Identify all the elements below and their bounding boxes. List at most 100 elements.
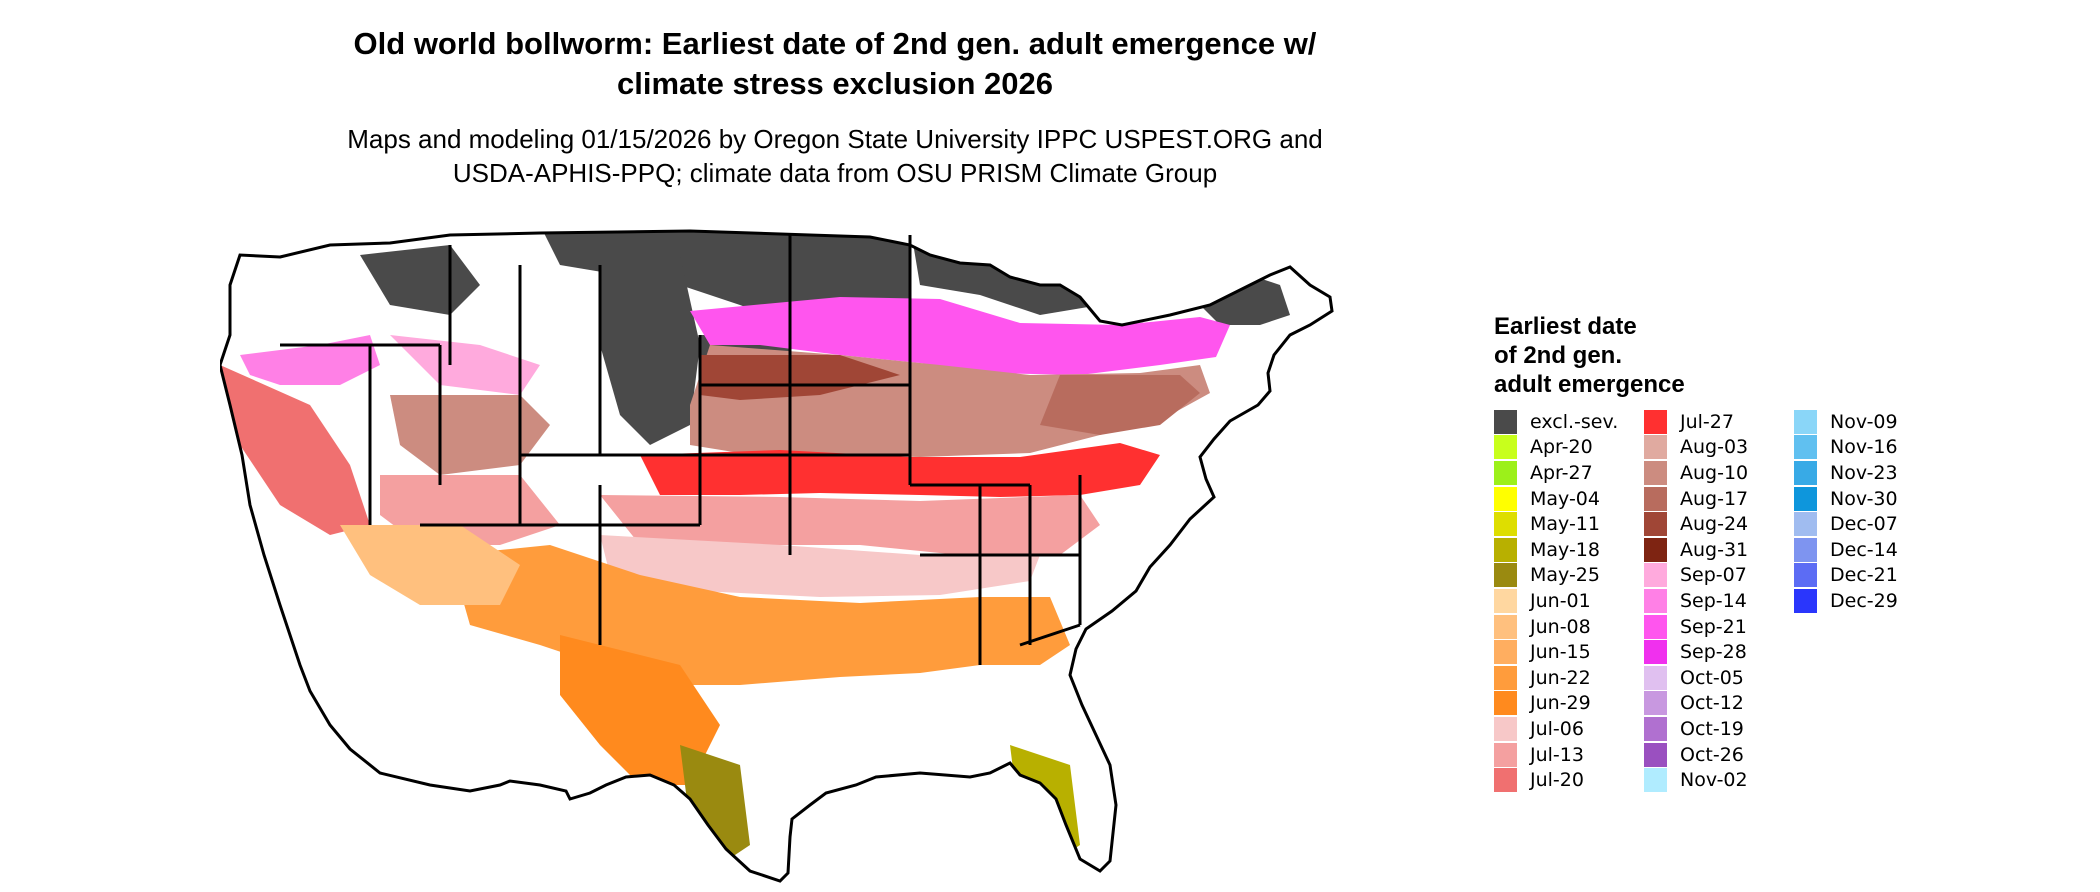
legend-item: Sep-14 bbox=[1644, 588, 1780, 614]
legend-swatch bbox=[1794, 512, 1817, 537]
band-apr-florida-tip bbox=[1035, 825, 1070, 871]
legend-item: Dec-21 bbox=[1794, 563, 1930, 589]
legend-swatch bbox=[1494, 640, 1517, 665]
state-borders bbox=[220, 229, 1334, 883]
legend-item: Apr-20 bbox=[1494, 435, 1630, 461]
legend-item: Nov-23 bbox=[1794, 460, 1930, 486]
legend-swatch bbox=[1494, 409, 1517, 434]
legend-item: excl.-sev. bbox=[1494, 409, 1630, 435]
band-aug-east bbox=[1040, 375, 1200, 435]
legend-label: Jul-27 bbox=[1680, 410, 1734, 433]
legend-swatch bbox=[1644, 486, 1667, 511]
legend-swatch bbox=[1494, 537, 1517, 562]
border-lines bbox=[280, 235, 1082, 665]
legend-item: Oct-05 bbox=[1644, 665, 1780, 691]
legend-label: Oct-26 bbox=[1680, 743, 1744, 766]
legend-label: Dec-07 bbox=[1830, 513, 1898, 536]
band-jul-south bbox=[600, 495, 1100, 555]
legend-label: May-04 bbox=[1530, 487, 1600, 510]
legend-column: Nov-09 Nov-16 Nov-23 Nov-30 Dec-07 Dec-14 Dec-… bbox=[1794, 409, 1930, 793]
legend-swatch bbox=[1644, 665, 1667, 690]
legend-item: Aug-17 bbox=[1644, 486, 1780, 512]
legend-swatch bbox=[1494, 460, 1517, 485]
legend-label: Sep-07 bbox=[1680, 564, 1747, 587]
legend-swatch bbox=[1644, 512, 1667, 537]
legend-label: Dec-21 bbox=[1830, 564, 1898, 587]
legend-item: Nov-02 bbox=[1644, 767, 1780, 793]
legend-swatch bbox=[1494, 435, 1517, 460]
band-sep-west bbox=[240, 335, 380, 385]
legend-item: Nov-09 bbox=[1794, 409, 1930, 435]
legend-label: Jun-08 bbox=[1530, 615, 1591, 638]
legend-item: Jun-22 bbox=[1494, 665, 1630, 691]
legend-label: Dec-14 bbox=[1830, 538, 1898, 561]
legend-label: Aug-24 bbox=[1680, 513, 1749, 536]
legend-swatch bbox=[1644, 588, 1667, 613]
legend-swatch bbox=[1644, 563, 1667, 588]
legend-item: Jun-01 bbox=[1494, 588, 1630, 614]
legend-swatch bbox=[1794, 563, 1817, 588]
legend-label: Aug-17 bbox=[1680, 487, 1749, 510]
legend-swatch bbox=[1644, 716, 1667, 741]
legend-label: Oct-12 bbox=[1680, 692, 1744, 715]
band-jun-texas bbox=[560, 635, 720, 785]
legend-label: Oct-19 bbox=[1680, 717, 1744, 740]
legend-item: Jun-08 bbox=[1494, 614, 1630, 640]
legend-label: Jul-13 bbox=[1530, 743, 1584, 766]
band-jun-light bbox=[340, 525, 520, 605]
band-jul-south-light bbox=[600, 535, 1040, 597]
legend-swatch bbox=[1794, 486, 1817, 511]
legend-swatch bbox=[1794, 588, 1817, 613]
legend-item: May-25 bbox=[1494, 563, 1630, 589]
band-jul-west bbox=[220, 365, 370, 535]
legend-label: excl.-sev. bbox=[1530, 410, 1619, 433]
legend-swatch bbox=[1644, 640, 1667, 665]
legend-label: Jul-06 bbox=[1530, 717, 1584, 740]
legend-item: Jul-20 bbox=[1494, 767, 1630, 793]
legend-label: Nov-30 bbox=[1830, 487, 1898, 510]
legend-label: Aug-03 bbox=[1680, 436, 1749, 459]
legend-swatch bbox=[1494, 691, 1517, 716]
legend-swatch bbox=[1644, 435, 1667, 460]
legend-label: May-11 bbox=[1530, 513, 1600, 536]
legend-label: Jun-15 bbox=[1530, 641, 1591, 664]
legend-item: Dec-07 bbox=[1794, 511, 1930, 537]
legend-swatch bbox=[1494, 716, 1517, 741]
legend-column: excl.-sev. Apr-20 Apr-27 May-04 May-11 May-18… bbox=[1494, 409, 1630, 793]
legend-item: Oct-19 bbox=[1644, 716, 1780, 742]
legend-column: Jul-27 Aug-03 Aug-10 Aug-17 Aug-24 Aug-31 Sep-… bbox=[1644, 409, 1780, 793]
legend-item: Sep-21 bbox=[1644, 614, 1780, 640]
legend-item: Jun-29 bbox=[1494, 691, 1630, 717]
legend-swatch bbox=[1794, 460, 1817, 485]
legend-swatch bbox=[1644, 409, 1667, 434]
legend-swatch bbox=[1494, 665, 1517, 690]
subtitle-line-1: Maps and modeling 01/15/2026 by Oregon S… bbox=[347, 124, 1323, 154]
band-sep-transition bbox=[690, 297, 1230, 375]
legend-item: Sep-28 bbox=[1644, 639, 1780, 665]
title-line-2: climate stress exclusion 2026 bbox=[617, 66, 1053, 101]
legend-item: Nov-30 bbox=[1794, 486, 1930, 512]
legend-item: Jun-15 bbox=[1494, 639, 1630, 665]
legend-item: May-18 bbox=[1494, 537, 1630, 563]
legend-swatch bbox=[1644, 460, 1667, 485]
legend-item: Apr-27 bbox=[1494, 460, 1630, 486]
legend-title: Earliest date of 2nd gen. adult emergenc… bbox=[1494, 312, 1934, 399]
legend: Earliest date of 2nd gen. adult emergenc… bbox=[1494, 312, 1934, 793]
us-emergence-map bbox=[220, 229, 1334, 883]
legend-columns: excl.-sev. Apr-20 Apr-27 May-04 May-11 May-18… bbox=[1494, 409, 1934, 793]
legend-item: Oct-26 bbox=[1644, 742, 1780, 768]
legend-title-line-3: adult emergence bbox=[1494, 371, 1685, 398]
legend-swatch bbox=[1494, 512, 1517, 537]
legend-item: Jul-06 bbox=[1494, 716, 1630, 742]
legend-item: Nov-16 bbox=[1794, 435, 1930, 461]
legend-swatch bbox=[1494, 768, 1517, 793]
legend-swatch bbox=[1494, 614, 1517, 639]
legend-swatch bbox=[1644, 614, 1667, 639]
legend-label: Nov-16 bbox=[1830, 436, 1898, 459]
legend-label: Aug-10 bbox=[1680, 461, 1749, 484]
legend-title-line-1: Earliest date bbox=[1494, 313, 1637, 340]
legend-swatch bbox=[1644, 537, 1667, 562]
legend-item: May-11 bbox=[1494, 511, 1630, 537]
legend-label: Nov-23 bbox=[1830, 461, 1898, 484]
title-line-1: Old world bollworm: Earliest date of 2nd… bbox=[353, 26, 1317, 61]
